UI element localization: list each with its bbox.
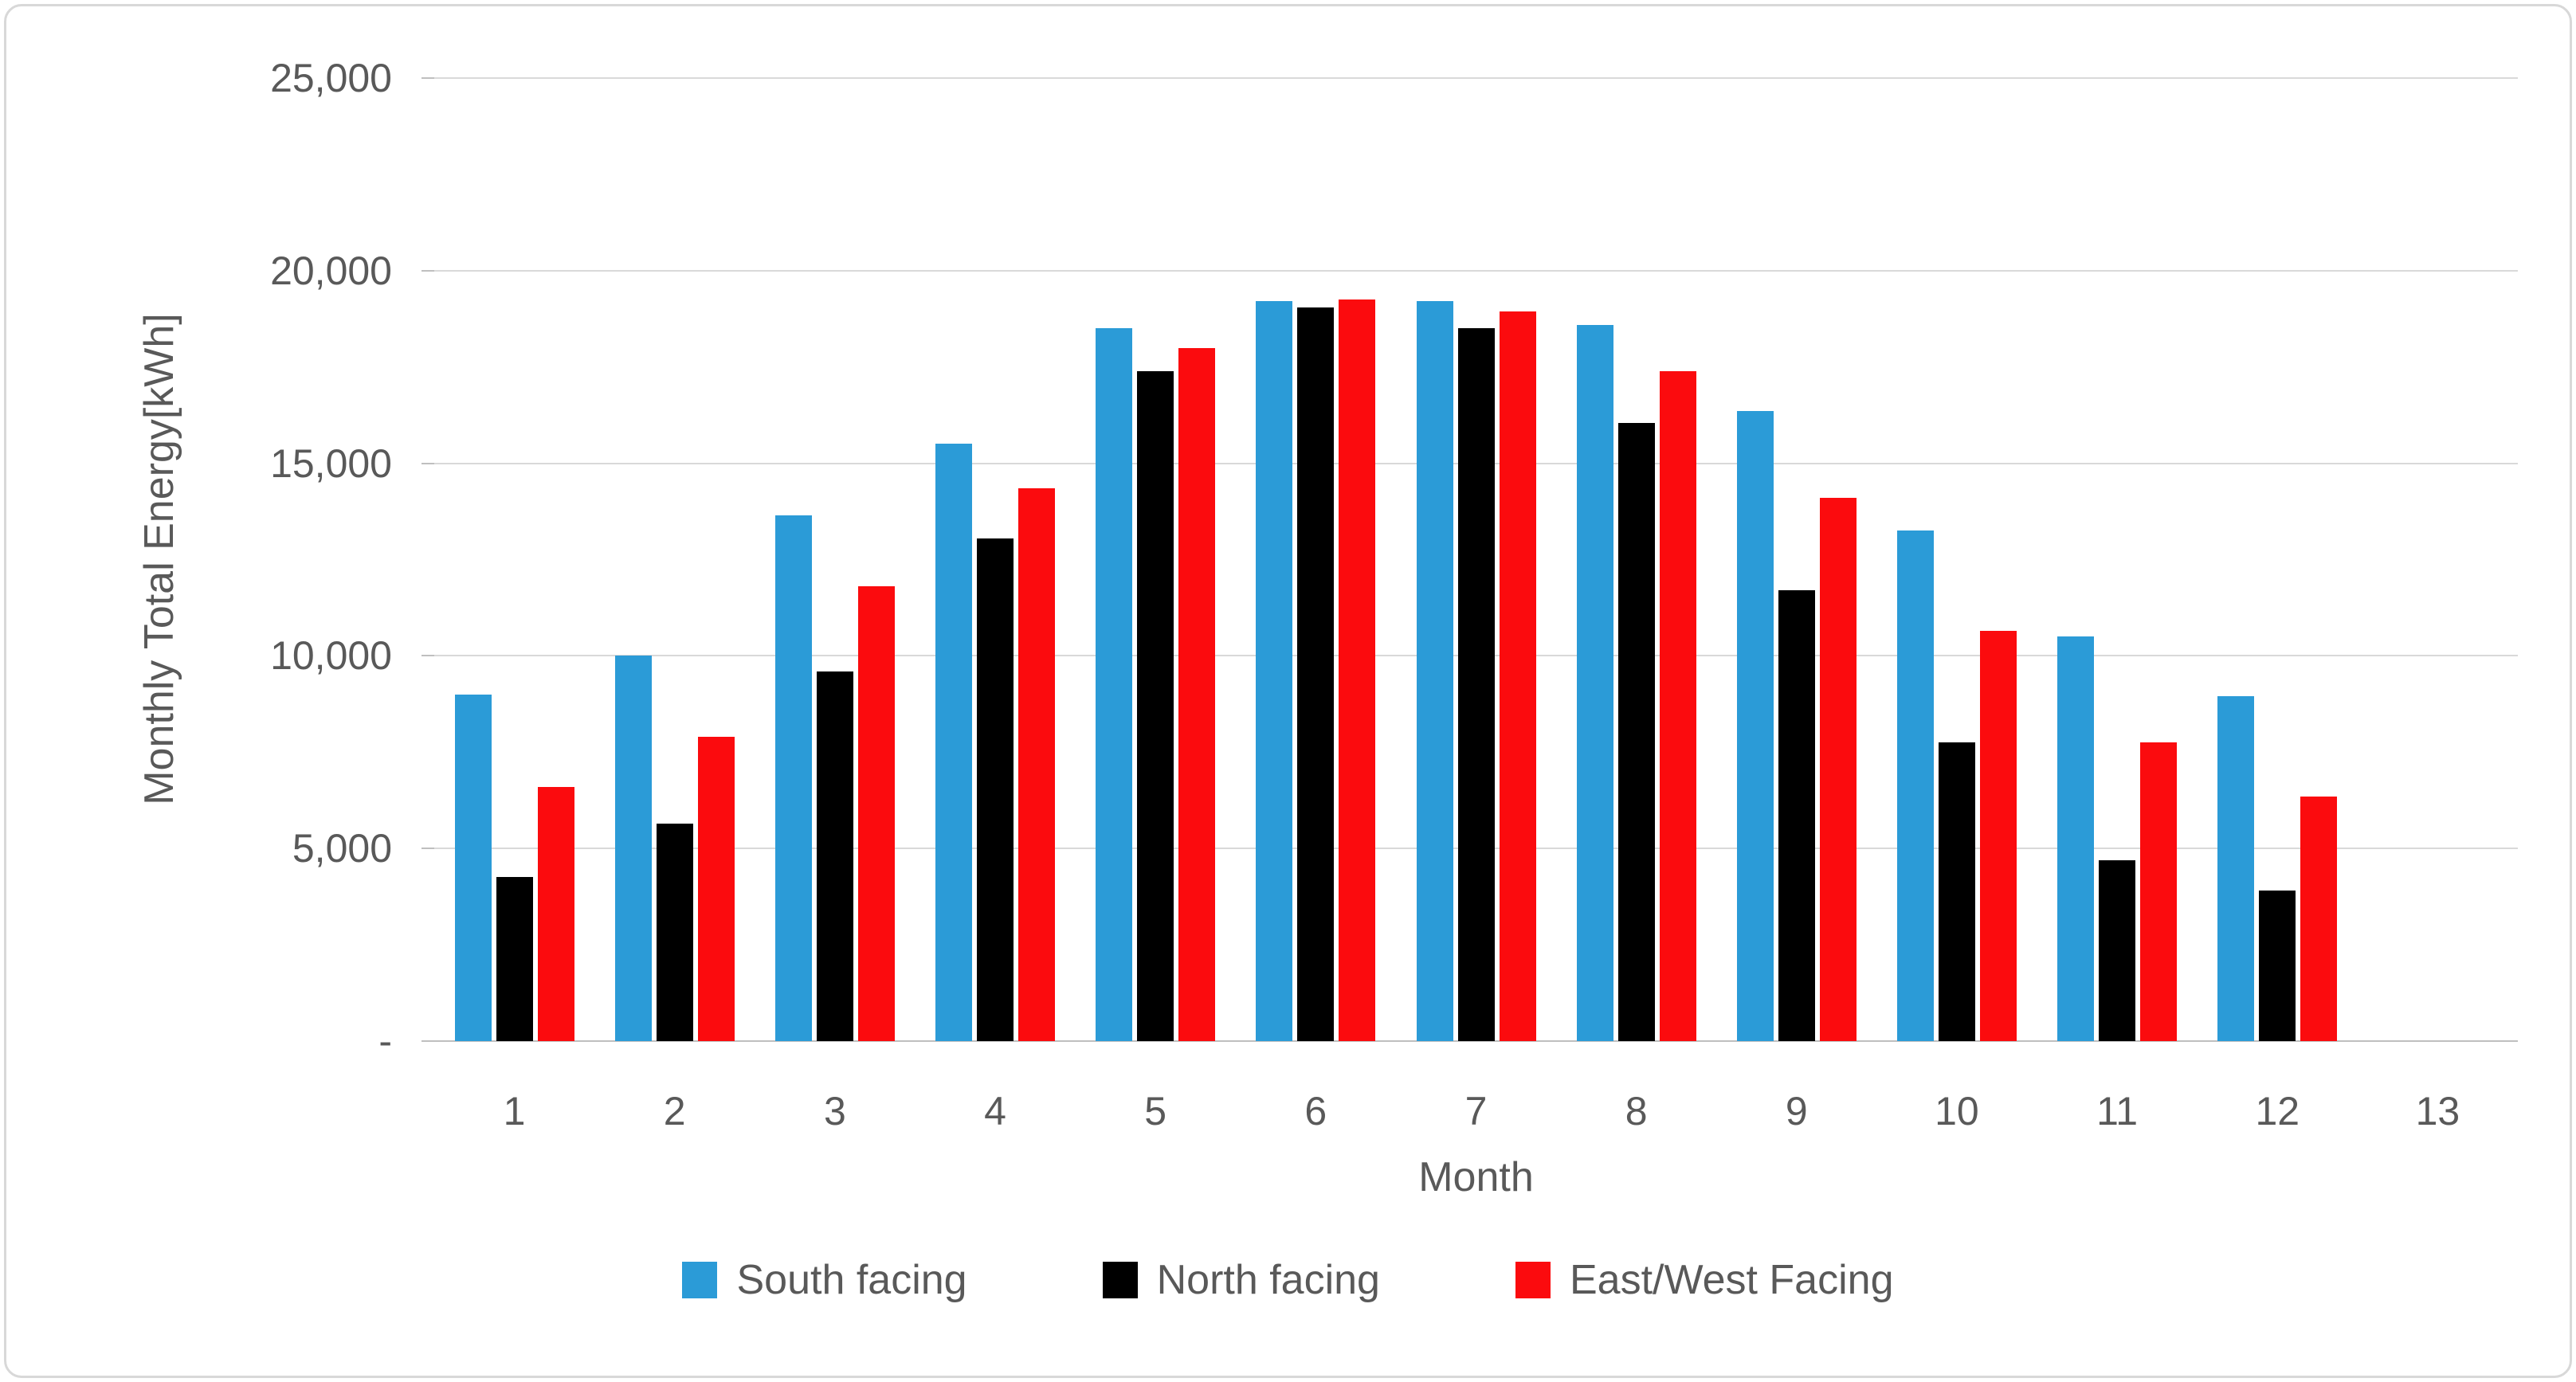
x-tick-label-12: 12 [2255, 1089, 2300, 1133]
bar-south-facing-month-11 [2057, 636, 2094, 1041]
legend: South facing North facing East/West Facing [0, 1252, 2576, 1308]
gridline-25000 [434, 77, 2518, 79]
x-axis-title: Month [1418, 1154, 1534, 1200]
bar-east-west-facing-month-11 [2140, 742, 2177, 1041]
x-tick-label-1: 1 [503, 1089, 526, 1133]
bar-north-facing-month-9 [1778, 590, 1815, 1041]
y-tick-mark [421, 462, 434, 464]
bar-east-west-facing-month-6 [1339, 299, 1375, 1041]
bar-south-facing-month-2 [615, 656, 652, 1041]
bar-south-facing-month-4 [935, 444, 972, 1041]
legend-item-south-facing: South facing [682, 1256, 967, 1304]
x-tick-label-8: 8 [1625, 1089, 1648, 1133]
bar-north-facing-month-10 [1939, 742, 1975, 1041]
bar-east-west-facing-month-4 [1018, 488, 1055, 1041]
bar-east-west-facing-month-10 [1980, 631, 2017, 1041]
x-tick-label-10: 10 [1935, 1089, 1979, 1133]
bar-east-west-facing-month-2 [698, 737, 735, 1041]
y-tick-mark [421, 848, 434, 850]
x-tick-label-13: 13 [2415, 1089, 2460, 1133]
y-tick-mark [421, 77, 434, 79]
bar-south-facing-month-9 [1737, 411, 1774, 1041]
x-tick-label-2: 2 [663, 1089, 686, 1133]
bar-east-west-facing-month-1 [538, 787, 574, 1041]
y-tick-label-15000: 15,000 [270, 440, 392, 486]
x-tick-label-11: 11 [2096, 1089, 2139, 1133]
x-tick-label-6: 6 [1304, 1089, 1327, 1133]
bar-north-facing-month-12 [2259, 891, 2296, 1041]
y-axis-title: Monthly Total Energy[kWh] [136, 313, 182, 805]
bar-north-facing-month-1 [496, 877, 533, 1041]
bar-east-west-facing-month-8 [1660, 371, 1696, 1041]
y-tick-label-25000: 25,000 [270, 56, 392, 100]
bar-south-facing-month-5 [1096, 328, 1132, 1041]
bar-north-facing-month-6 [1297, 307, 1334, 1041]
bar-north-facing-month-11 [2099, 860, 2135, 1041]
legend-marker-east-west-facing [1515, 1262, 1551, 1298]
bar-north-facing-month-7 [1458, 328, 1495, 1041]
y-tick-label-0: - [378, 1019, 392, 1063]
bar-south-facing-month-3 [775, 515, 812, 1041]
bar-south-facing-month-1 [455, 695, 492, 1041]
bar-north-facing-month-2 [657, 824, 693, 1041]
legend-label-south-facing: South facing [736, 1257, 967, 1303]
legend-label-north-facing: North facing [1156, 1257, 1380, 1303]
x-tick-label-3: 3 [823, 1089, 846, 1133]
legend-marker-north-facing [1102, 1262, 1138, 1298]
y-tick-label-20000: 20,000 [270, 248, 392, 293]
x-axis-line [434, 1040, 2518, 1042]
legend-item-north-facing: North facing [1102, 1256, 1380, 1304]
bar-north-facing-month-3 [817, 671, 853, 1041]
y-tick-label-5000: 5,000 [292, 826, 392, 871]
y-tick-label-10000: 10,000 [270, 633, 392, 679]
bar-east-west-facing-month-5 [1178, 348, 1215, 1041]
y-tick-mark [421, 269, 434, 272]
bar-east-west-facing-month-3 [858, 586, 895, 1041]
gridline-20000 [434, 269, 2518, 272]
x-tick-label-7: 7 [1464, 1089, 1488, 1133]
x-tick-label-4: 4 [984, 1089, 1006, 1133]
legend-item-east-west-facing: East/West Facing [1515, 1256, 1894, 1304]
legend-label-east-west-facing: East/West Facing [1569, 1257, 1894, 1303]
bar-east-west-facing-month-7 [1500, 311, 1536, 1041]
bar-north-facing-month-8 [1618, 423, 1655, 1041]
y-tick-mark [421, 1040, 434, 1042]
x-tick-label-5: 5 [1144, 1089, 1167, 1133]
bar-north-facing-month-4 [977, 538, 1014, 1041]
legend-marker-south-facing [682, 1262, 718, 1298]
bar-south-facing-month-10 [1897, 530, 1934, 1041]
y-tick-mark [421, 655, 434, 657]
bar-east-west-facing-month-9 [1820, 498, 1857, 1041]
bar-south-facing-month-7 [1417, 301, 1453, 1041]
bar-north-facing-month-5 [1137, 371, 1174, 1041]
x-tick-label-9: 9 [1785, 1089, 1808, 1133]
bar-south-facing-month-12 [2217, 696, 2254, 1041]
bar-south-facing-month-8 [1577, 325, 1613, 1041]
bar-east-west-facing-month-12 [2300, 797, 2337, 1041]
bar-south-facing-month-6 [1256, 301, 1292, 1041]
